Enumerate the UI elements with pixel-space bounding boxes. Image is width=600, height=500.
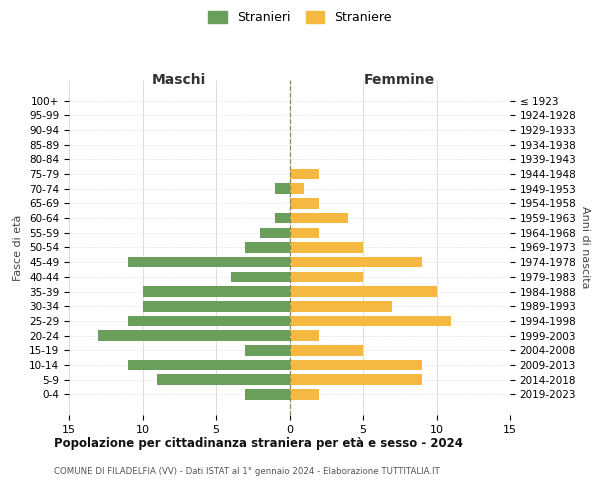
- Bar: [245, 242, 290, 253]
- Bar: [290, 184, 304, 194]
- Bar: [290, 168, 319, 179]
- Bar: [290, 286, 437, 297]
- Y-axis label: Anni di nascita: Anni di nascita: [580, 206, 590, 288]
- Text: COMUNE DI FILADELFIA (VV) - Dati ISTAT al 1° gennaio 2024 - Elaborazione TUTTITA: COMUNE DI FILADELFIA (VV) - Dati ISTAT a…: [54, 468, 440, 476]
- Bar: [290, 213, 348, 224]
- Bar: [290, 360, 422, 370]
- Text: Maschi: Maschi: [152, 74, 206, 88]
- Bar: [290, 272, 363, 282]
- Bar: [245, 389, 290, 400]
- Bar: [275, 184, 290, 194]
- Bar: [290, 257, 422, 268]
- Bar: [290, 301, 392, 312]
- Bar: [98, 330, 290, 341]
- Legend: Stranieri, Straniere: Stranieri, Straniere: [203, 6, 397, 29]
- Bar: [290, 330, 319, 341]
- Bar: [157, 374, 290, 385]
- Bar: [143, 301, 290, 312]
- Bar: [290, 374, 422, 385]
- Bar: [275, 213, 290, 224]
- Y-axis label: Fasce di età: Fasce di età: [13, 214, 23, 280]
- Bar: [128, 257, 290, 268]
- Text: Popolazione per cittadinanza straniera per età e sesso - 2024: Popolazione per cittadinanza straniera p…: [54, 438, 463, 450]
- Bar: [143, 286, 290, 297]
- Bar: [290, 198, 319, 208]
- Bar: [230, 272, 290, 282]
- Bar: [128, 360, 290, 370]
- Bar: [290, 316, 451, 326]
- Bar: [290, 242, 363, 253]
- Text: Femmine: Femmine: [364, 74, 436, 88]
- Bar: [290, 228, 319, 238]
- Bar: [290, 389, 319, 400]
- Bar: [260, 228, 290, 238]
- Bar: [290, 345, 363, 356]
- Bar: [245, 345, 290, 356]
- Bar: [128, 316, 290, 326]
